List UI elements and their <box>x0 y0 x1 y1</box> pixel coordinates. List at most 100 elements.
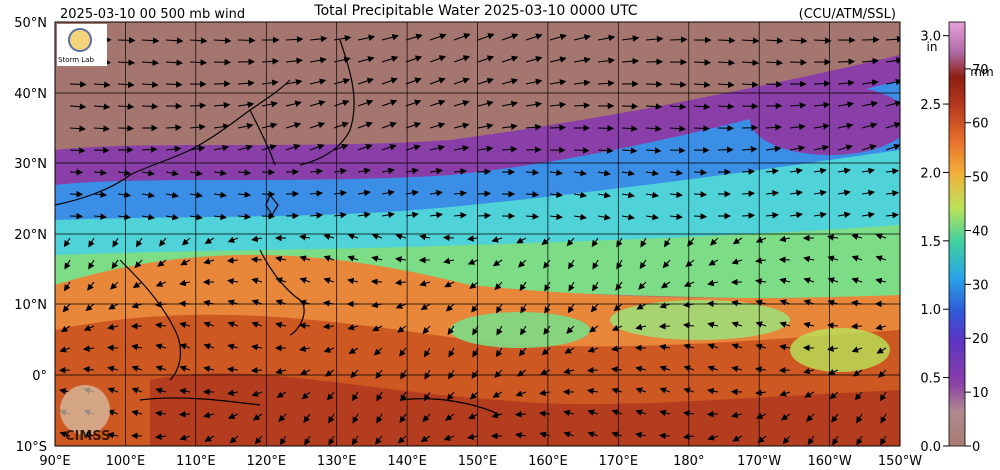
wind-arrow <box>165 145 182 153</box>
wind-arrow <box>566 325 575 334</box>
wind-arrow <box>107 387 119 394</box>
wind-arrow <box>514 411 527 418</box>
wind-arrow <box>357 167 371 175</box>
wind-arrow <box>420 303 431 311</box>
wind-arrow <box>549 33 567 41</box>
inch-tick-label: 3.0 <box>920 30 941 45</box>
asia-coast <box>55 79 291 206</box>
wind-arrow <box>827 255 839 262</box>
wind-arrow <box>357 77 374 85</box>
wind-arrow <box>587 387 599 395</box>
wind-arrow <box>477 33 495 41</box>
wind-arrow <box>178 410 191 418</box>
wind-arrow <box>443 434 455 441</box>
wind-arrow <box>850 322 863 330</box>
wind-arrow <box>141 81 159 88</box>
wind-arrow <box>69 103 87 110</box>
wind-arrow <box>237 122 254 130</box>
wind-arrow <box>789 145 806 152</box>
wind-arrow <box>250 367 263 374</box>
wind-arrow <box>807 435 815 446</box>
wind-arrow <box>573 56 591 64</box>
chart-title: Total Precipitable Water 2025-03-10 0000… <box>313 3 637 19</box>
wind-arrow <box>117 213 131 221</box>
wind-arrow <box>885 57 900 64</box>
wind-arrow <box>525 213 540 220</box>
wind-arrow <box>803 367 815 375</box>
wind-arrow <box>789 211 803 219</box>
wind-arrow <box>765 124 782 131</box>
wind-arrow <box>837 167 851 175</box>
wind-arrow <box>429 55 447 63</box>
wind-arrow <box>732 435 743 442</box>
wind-arrow <box>621 169 635 177</box>
wind-arrow <box>549 169 563 177</box>
wind-arrow <box>328 435 335 446</box>
lon-label: 90°E <box>39 454 70 469</box>
wind-arrow <box>856 435 863 446</box>
wind-arrow <box>227 278 239 285</box>
wind-arrow <box>597 191 611 199</box>
wind-arrow <box>203 321 215 328</box>
wind-arrow <box>765 81 783 88</box>
wind-arrow <box>875 233 887 240</box>
wind-arrow <box>237 191 252 198</box>
wind-arrow <box>765 145 782 153</box>
wind-arrow <box>453 145 470 152</box>
wind-arrow <box>333 189 347 197</box>
wind-arrow <box>110 281 119 290</box>
wind-arrow <box>299 277 311 284</box>
wind-arrow <box>250 256 263 263</box>
wind-arrow <box>755 343 767 350</box>
wind-arrow <box>782 435 791 445</box>
wind-arrow <box>397 435 407 444</box>
wind-arrow <box>213 191 227 199</box>
wind-arrow <box>405 33 423 41</box>
wind-arrow <box>469 281 479 289</box>
wind-arrow <box>803 277 815 284</box>
wind-arrow <box>93 125 110 132</box>
wind-arrow <box>573 34 592 41</box>
wind-arrow <box>492 391 503 398</box>
wind-arrow <box>518 347 527 357</box>
wind-arrow <box>875 277 887 285</box>
wind-arrow <box>515 432 527 439</box>
wind-arrow <box>447 325 455 335</box>
wind-arrow <box>419 280 431 287</box>
wind-arrow <box>525 78 543 86</box>
wind-arrow <box>827 277 839 284</box>
wind-arrow <box>285 122 302 129</box>
wind-arrow <box>765 168 779 175</box>
wind-arrow <box>638 281 647 290</box>
wind-arrow <box>645 169 659 177</box>
latitude-labels: 50°N 40°N 30°N 20°N 10°N 0° 10°S <box>14 16 47 455</box>
wind-arrow <box>611 409 623 416</box>
inch-tick-label: 2.0 <box>920 166 941 181</box>
wind-arrow <box>658 432 671 440</box>
wind-arrow <box>350 369 359 379</box>
wind-arrow <box>520 303 527 314</box>
wind-arrow <box>592 259 599 270</box>
wind-arrow <box>693 59 712 66</box>
wind-arrow <box>832 435 839 446</box>
wind-arrow <box>779 390 791 397</box>
wind-arrow <box>381 99 398 107</box>
wind-arrow <box>285 36 304 43</box>
wind-arrow <box>453 190 467 197</box>
wind-arrow <box>381 144 397 151</box>
wind-arrow <box>420 435 431 442</box>
wind-arrow <box>203 258 215 265</box>
wind-arrow <box>381 55 399 63</box>
wind-arrow <box>837 211 851 219</box>
wind-arrow <box>851 277 863 284</box>
wind-arrow <box>477 100 494 107</box>
wind-arrow <box>544 281 551 292</box>
wind-arrow <box>501 100 518 108</box>
wind-arrow <box>299 234 311 241</box>
wind-arrow <box>131 365 143 372</box>
wind-arrow <box>567 303 575 314</box>
wind-arrow <box>424 369 431 380</box>
wind-arrow <box>261 100 278 108</box>
wind-arrow <box>405 211 419 219</box>
wind-arrow <box>405 99 422 107</box>
